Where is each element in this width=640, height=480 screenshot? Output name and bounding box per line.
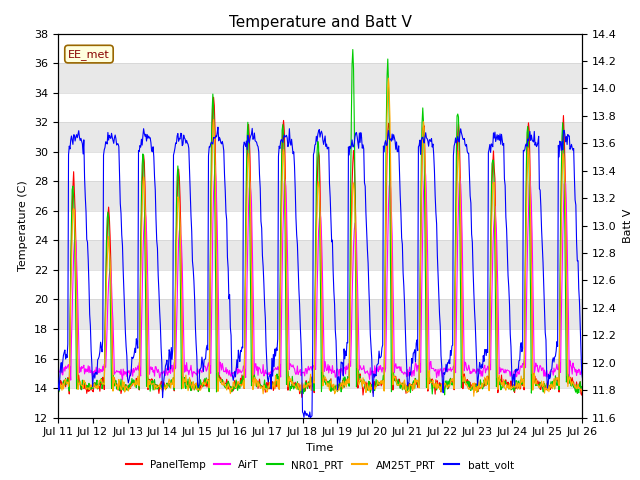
Text: EE_met: EE_met — [68, 48, 110, 60]
Legend: PanelTemp, AirT, NR01_PRT, AM25T_PRT, batt_volt: PanelTemp, AirT, NR01_PRT, AM25T_PRT, ba… — [122, 456, 518, 475]
Title: Temperature and Batt V: Temperature and Batt V — [228, 15, 412, 30]
Bar — [58, 240, 582, 270]
Bar — [58, 63, 582, 93]
Bar — [58, 359, 582, 388]
Bar — [58, 181, 582, 211]
Bar — [58, 122, 582, 152]
Bar — [58, 300, 582, 329]
X-axis label: Time: Time — [307, 443, 333, 453]
Y-axis label: Batt V: Batt V — [623, 208, 632, 243]
Y-axis label: Temperature (C): Temperature (C) — [18, 180, 28, 271]
